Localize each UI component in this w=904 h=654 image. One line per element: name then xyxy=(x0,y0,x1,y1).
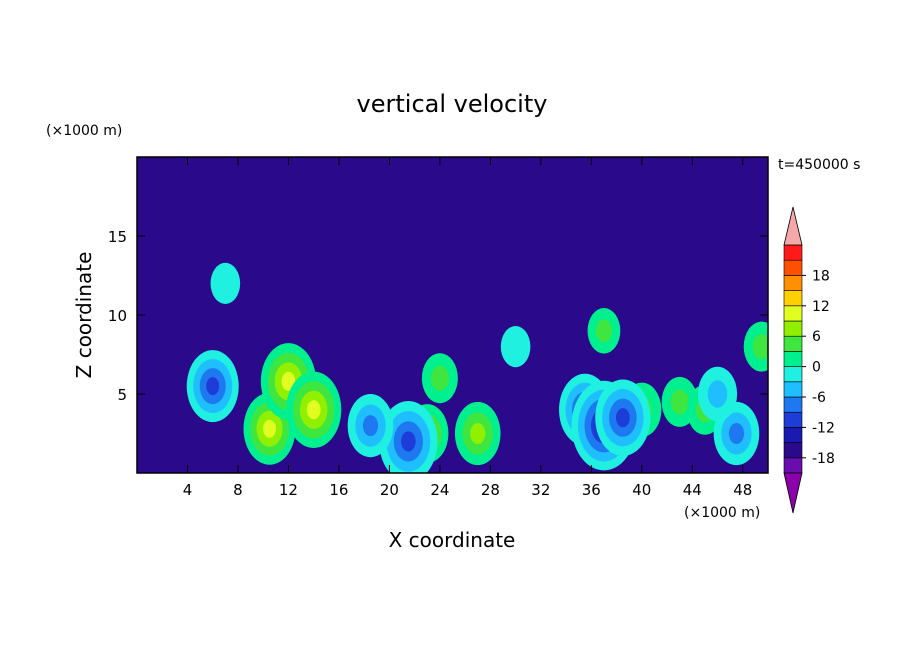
colorbar-segment xyxy=(783,320,803,337)
contour-level xyxy=(470,422,486,445)
x-unit-label: (×1000 m) xyxy=(684,505,760,521)
feature-downdraft-16 xyxy=(595,379,651,456)
contour-level xyxy=(430,365,449,391)
contour-level xyxy=(752,334,768,360)
contour-field xyxy=(137,157,768,473)
contour-level xyxy=(728,422,745,445)
colorbar: 18 12 6 0 -6 -12 -18 xyxy=(783,206,835,514)
colorbar-segment xyxy=(783,427,803,443)
colorbar-label: 12 xyxy=(812,299,830,315)
feature-weak_downdraft-19 xyxy=(210,262,241,304)
x-tick-label: 4 xyxy=(183,481,193,499)
colorbar-label: -18 xyxy=(812,451,835,467)
feature-downdraft-18 xyxy=(697,366,738,422)
feature-updraft-9 xyxy=(587,308,621,354)
x-tick-label: 44 xyxy=(683,481,702,499)
y-tick-label: 15 xyxy=(108,228,127,246)
colorbar-segment xyxy=(783,244,803,261)
colorbar-over-arrow xyxy=(783,206,803,246)
colorbar-label: 6 xyxy=(812,329,821,345)
feature-updraft-2 xyxy=(286,371,342,448)
x-tick-label: 48 xyxy=(733,481,752,499)
y-tick-label: 5 xyxy=(117,386,127,404)
x-tick-label: 32 xyxy=(531,481,550,499)
contour-level xyxy=(281,371,296,391)
colorbar-label: -6 xyxy=(812,390,826,406)
colorbar-label: -12 xyxy=(812,420,835,436)
time-label: t=450000 s xyxy=(778,157,860,173)
feature-updraft-4 xyxy=(454,401,501,466)
contour-level xyxy=(306,400,321,420)
contour-level xyxy=(670,389,689,415)
colorbar-under-arrow xyxy=(783,472,803,514)
contour-level xyxy=(615,408,630,428)
x-tick-label: 8 xyxy=(233,481,243,499)
x-tick-label: 28 xyxy=(481,481,500,499)
y-axis-title: Z coordinate xyxy=(72,252,96,379)
contour-level xyxy=(401,431,416,452)
colorbar-segment xyxy=(783,275,803,291)
x-tick-label: 12 xyxy=(279,481,298,499)
x-tick-label: 20 xyxy=(380,481,399,499)
colorbar-segment xyxy=(783,411,803,428)
feature-downdraft-12 xyxy=(379,401,438,473)
contour-level xyxy=(206,377,220,396)
colorbar-segment xyxy=(783,457,803,474)
contour-level xyxy=(362,415,379,437)
x-tick-label: 36 xyxy=(582,481,601,499)
colorbar-segment xyxy=(783,381,803,398)
feature-weak_downdraft-20 xyxy=(500,326,531,368)
colorbar-segment xyxy=(783,366,803,383)
contour-level xyxy=(210,262,241,304)
colorbar-segment xyxy=(783,259,803,276)
colorbar-segment xyxy=(783,335,803,352)
feature-updraft-10 xyxy=(743,321,768,372)
colorbar-label: 0 xyxy=(812,360,821,376)
feature-downdraft-11 xyxy=(186,350,239,423)
feature-downdraft-13 xyxy=(347,394,394,458)
colorbar-label: 18 xyxy=(812,268,830,284)
contour-level xyxy=(595,319,613,343)
colorbar-segment xyxy=(783,305,803,322)
contour-level xyxy=(263,419,277,438)
colorbar-segment xyxy=(783,351,803,367)
y-tick-label: 10 xyxy=(108,307,127,325)
x-axis-title: X coordinate xyxy=(389,528,516,552)
x-tick-label: 16 xyxy=(329,481,348,499)
y-axis-ticks: 5 10 15 xyxy=(108,228,768,404)
x-axis-ticks: 4 8 12 16 20 24 28 32 36 40 44 48 xyxy=(183,157,752,499)
contour-level xyxy=(707,380,728,408)
y-unit-label: (×1000 m) xyxy=(46,123,122,139)
x-tick-label: 40 xyxy=(632,481,651,499)
feature-updraft-5 xyxy=(421,353,458,404)
field-background xyxy=(137,157,768,473)
colorbar-segment xyxy=(783,290,803,307)
colorbar-segment xyxy=(783,396,803,413)
contour-level xyxy=(500,326,531,368)
chart-title: vertical velocity xyxy=(357,90,548,118)
colorbar-segment xyxy=(783,442,803,459)
x-tick-label: 24 xyxy=(430,481,449,499)
